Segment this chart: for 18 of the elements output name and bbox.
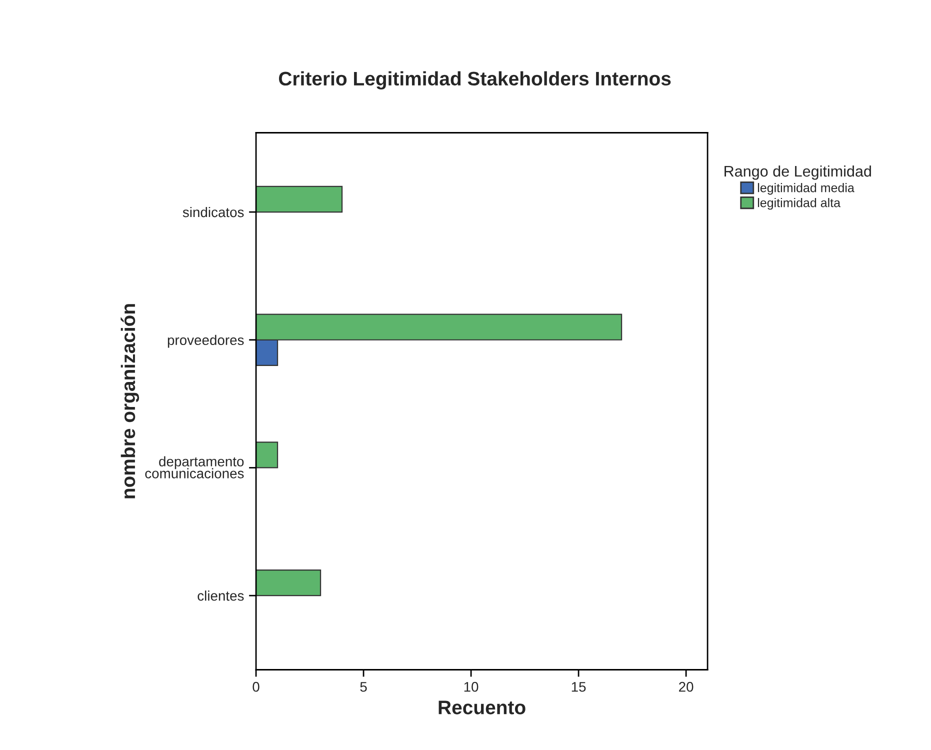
bar: [256, 569, 322, 596]
x-axis-title: Recuento: [438, 700, 526, 714]
legend-title: Rango de Legitimidad: [724, 165, 871, 180]
bar: [256, 442, 278, 468]
y-axis-title: nombre organización: [120, 304, 140, 498]
legend-label: legitimidad alta: [758, 198, 841, 210]
x-tick-label: 0: [252, 682, 260, 692]
x-tick-label: 20: [679, 682, 694, 692]
y-tick-label: proveedores: [168, 334, 244, 348]
bar: [256, 186, 343, 213]
y-tick-label: departamento comunicaciones: [145, 456, 244, 478]
x-tick-label: 5: [360, 682, 367, 692]
chart-title: Criterio Legitimidad Stakeholders Internos: [278, 71, 671, 90]
x-tick-label: 10: [464, 682, 478, 692]
legend-label: legitimidad media: [758, 183, 854, 195]
x-tick-label: 15: [572, 682, 586, 692]
y-tick-label: sindicatos: [182, 206, 244, 218]
y-tick-label: clientes: [198, 590, 244, 601]
